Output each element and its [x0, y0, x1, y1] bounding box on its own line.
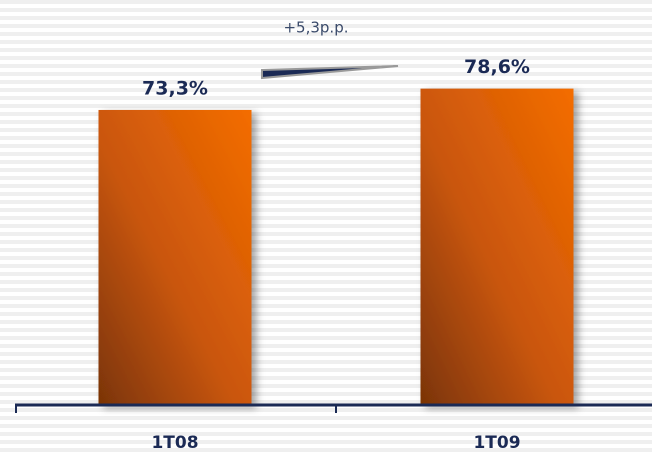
- value-label: 73,3%: [142, 77, 208, 99]
- bar: [98, 109, 252, 405]
- annotation: +5,3p.p.: [283, 19, 348, 37]
- value-label: 78,6%: [464, 56, 530, 78]
- bar: [420, 88, 574, 405]
- growth-arrow: [261, 65, 399, 80]
- x-tick-label: 1T09: [473, 433, 520, 453]
- plot: 73,3% 78,6%: [98, 56, 574, 405]
- x-tick-label: 1T08: [151, 433, 198, 453]
